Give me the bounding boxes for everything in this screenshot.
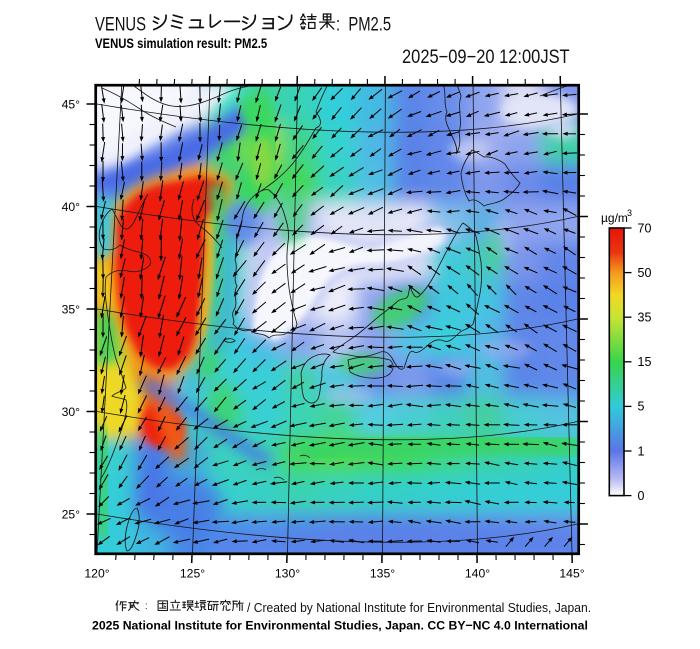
svg-text:15: 15 [638, 355, 652, 369]
svg-text:25°: 25° [62, 507, 81, 521]
svg-text:120°: 120° [84, 567, 109, 581]
svg-text:µg/m: µg/m [601, 211, 628, 225]
svg-text:140°: 140° [465, 567, 490, 581]
svg-text:3: 3 [627, 208, 632, 218]
svg-text:30°: 30° [62, 405, 81, 419]
svg-text:0: 0 [638, 489, 645, 503]
svg-text:70: 70 [638, 221, 652, 235]
svg-text:2025−09−20 12:00JST: 2025−09−20 12:00JST [402, 46, 570, 68]
svg-text:VENUS: VENUS [95, 12, 146, 35]
svg-text:VENUS simulation result: PM2.5: VENUS simulation result: PM2.5 [95, 36, 267, 51]
svg-text:1: 1 [638, 444, 645, 458]
svg-text:40°: 40° [62, 200, 81, 214]
svg-text:45°: 45° [62, 97, 81, 111]
svg-text:2025 National Institute for En: 2025 National Institute for Environmenta… [92, 618, 588, 632]
svg-text:130°: 130° [275, 567, 300, 581]
svg-text:145°: 145° [559, 567, 584, 581]
svg-text:5: 5 [638, 400, 645, 414]
svg-text:35°: 35° [62, 302, 81, 316]
svg-text:/ Created by National Institut: / Created by National Institute for Envi… [247, 601, 591, 615]
svg-text:35: 35 [638, 311, 652, 325]
svg-text:125°: 125° [180, 567, 205, 581]
svg-text:50: 50 [638, 266, 652, 280]
svg-text:: PM2.5: : PM2.5 [336, 12, 391, 35]
svg-text:135°: 135° [370, 567, 395, 581]
